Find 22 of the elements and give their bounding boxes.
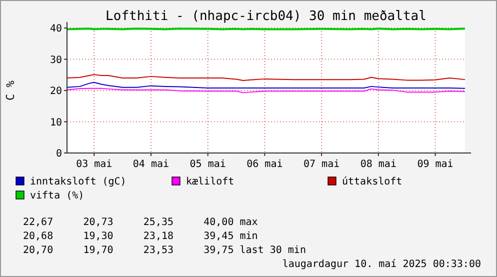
legend-label: úttaksloft bbox=[342, 176, 402, 188]
x-tick-label: 07 mai bbox=[303, 159, 340, 170]
x-tick-label: 08 mai bbox=[360, 159, 396, 170]
text: 22,67 20,73 25,35 40,00 max bbox=[23, 217, 258, 228]
x-tick-label: 05 mai bbox=[190, 159, 226, 170]
y-tick-label: 40 bbox=[50, 24, 62, 34]
text: laugardagur 10. maí 2025 00:33:00 bbox=[282, 259, 481, 270]
y-tick-label: 0 bbox=[56, 148, 62, 160]
y-tick-label: 10 bbox=[50, 117, 62, 128]
legend-label: vifta (%) bbox=[30, 190, 84, 202]
x-tick-label: 04 mai bbox=[132, 159, 170, 170]
y-tick-label: 20 bbox=[50, 86, 62, 97]
text: 20,70 19,70 23,53 39,75 last 30 min bbox=[23, 245, 306, 256]
y-tick-label: 30 bbox=[50, 54, 62, 66]
x-tick-label: 06 mai bbox=[246, 159, 283, 170]
text: 20,68 19,30 23,18 39,45 min bbox=[23, 231, 258, 242]
y-axis-title: C % bbox=[4, 80, 17, 100]
chart-title: Lofthiti - (nhapc-ircb04) 30 min meðaltal bbox=[106, 9, 426, 24]
legend-label: kæliloft bbox=[186, 176, 234, 188]
legend-label: inntaksloft (gC) bbox=[30, 176, 126, 188]
x-tick-label: 03 mai bbox=[76, 159, 112, 170]
x-tick-label: 09 mai bbox=[417, 159, 454, 170]
